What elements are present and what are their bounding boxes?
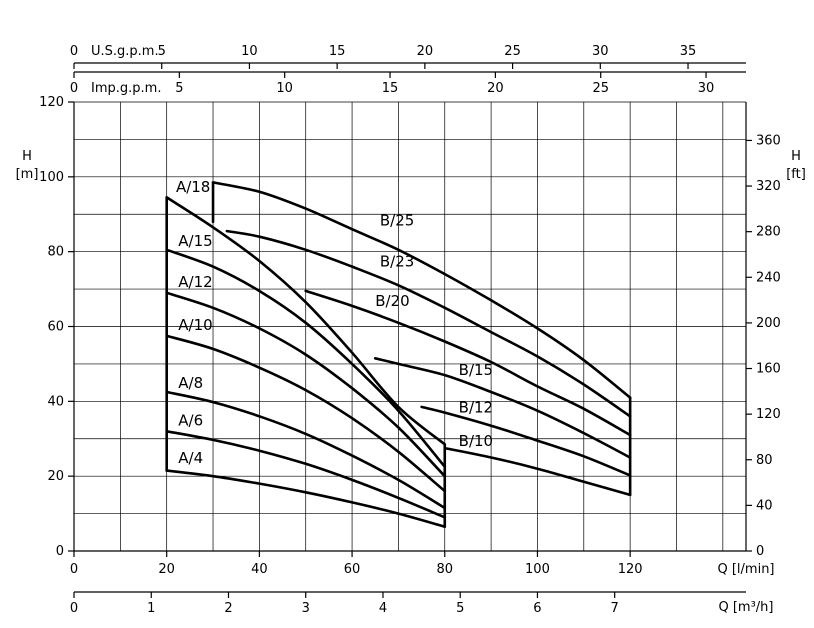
x-usgpm-tick-label: 30 xyxy=(592,44,609,59)
curve-a-12 xyxy=(165,291,447,478)
curve-label-b-23: B/23 xyxy=(380,253,414,271)
curve-label-a-8: A/8 xyxy=(178,374,203,392)
x-impgpm-tick-label: 15 xyxy=(382,81,399,96)
x-tick-label: 120 xyxy=(618,562,643,577)
y-right-tick-label: 0 xyxy=(756,544,764,559)
y-tick-label: 120 xyxy=(39,95,64,110)
y-tick-label: 100 xyxy=(39,170,64,185)
labels: 020406080100120H[m]040801201602002402803… xyxy=(16,44,806,616)
performance-curves xyxy=(165,181,632,528)
y-right-tick-label: 160 xyxy=(756,362,781,377)
curve-b-15 xyxy=(373,357,632,459)
x-usgpm-tick-label: 0 xyxy=(70,44,78,59)
x-m3h-tick-label: 1 xyxy=(147,601,155,616)
x-impgpm-axis-label: Imp.g.p.m. xyxy=(91,81,161,96)
curve-label-b-12: B/12 xyxy=(459,399,493,417)
curve-label-a-6: A/6 xyxy=(178,412,203,430)
y-right-tick-label: 40 xyxy=(756,498,773,513)
curve-label-b-20: B/20 xyxy=(375,292,409,310)
x-m3h-tick-label: 5 xyxy=(456,601,464,616)
x-m3h-tick-label: 3 xyxy=(302,601,310,616)
curve-label-b-25: B/25 xyxy=(380,211,414,229)
curve-a-18 xyxy=(165,196,447,446)
curve-label-a-15: A/15 xyxy=(178,232,212,250)
y-right-tick-label: 200 xyxy=(756,316,781,331)
curve-a-8 xyxy=(165,390,447,510)
y-tick-label: 60 xyxy=(47,320,64,335)
x-tick-label: 100 xyxy=(525,562,550,577)
grid-lines xyxy=(74,101,746,551)
x-tick-label: 60 xyxy=(344,562,361,577)
curve-a-10 xyxy=(165,334,447,493)
curve-b-25 xyxy=(211,181,632,399)
x-impgpm-tick-label: 10 xyxy=(276,81,293,96)
y-right-tick-label: 280 xyxy=(756,225,781,240)
curve-label-a-12: A/12 xyxy=(178,273,212,291)
x-tick-label: 20 xyxy=(158,562,175,577)
y-right-axis-label: H xyxy=(791,149,801,164)
y-right-tick-label: 120 xyxy=(756,407,781,422)
y-right-tick-label: 80 xyxy=(756,453,773,468)
curve-a-4 xyxy=(165,469,447,528)
x-impgpm-tick-label: 25 xyxy=(592,81,609,96)
x-axis-label: Q [l/min] xyxy=(717,562,774,577)
x-impgpm-tick-label: 0 xyxy=(70,81,78,96)
curve-label-a-10: A/10 xyxy=(178,316,212,334)
x-tick-label: 40 xyxy=(251,562,268,577)
x-m3h-tick-label: 2 xyxy=(224,601,232,616)
x-impgpm-tick-label: 5 xyxy=(175,81,183,96)
curve-b-23 xyxy=(225,229,632,418)
x-impgpm-tick-label: 30 xyxy=(698,81,715,96)
x-usgpm-axis-label: U.S.g.p.m. xyxy=(91,44,159,59)
curve-label-b-15: B/15 xyxy=(459,361,493,379)
x-m3h-tick-label: 7 xyxy=(611,601,619,616)
curve-b-20 xyxy=(304,289,632,437)
curve-label-b-10: B/10 xyxy=(459,432,493,450)
curve-a-15 xyxy=(165,248,447,469)
y-tick-label: 80 xyxy=(47,245,64,260)
curve-b-12 xyxy=(420,405,632,477)
curve-label-a-4: A/4 xyxy=(178,449,203,467)
y-axis-unit-label: [m] xyxy=(16,167,39,182)
y-tick-label: 20 xyxy=(47,469,64,484)
curve-b-10 xyxy=(443,446,632,497)
curve-a-6 xyxy=(165,430,447,519)
y-right-tick-label: 360 xyxy=(756,133,781,148)
x-m3h-tick-label: 6 xyxy=(533,601,541,616)
x-usgpm-tick-label: 10 xyxy=(241,44,258,59)
x-m3h-axis-label: Q [m³/h] xyxy=(718,600,773,615)
y-right-tick-label: 240 xyxy=(756,270,781,285)
x-m3h-tick-label: 4 xyxy=(379,601,387,616)
y-axis-label: H xyxy=(22,149,32,164)
x-usgpm-tick-label: 5 xyxy=(158,44,166,59)
x-m3h-tick-label: 0 xyxy=(70,601,78,616)
x-tick-label: 0 xyxy=(70,562,78,577)
x-tick-label: 80 xyxy=(436,562,453,577)
x-impgpm-tick-label: 20 xyxy=(487,81,504,96)
y-tick-label: 40 xyxy=(47,394,64,409)
x-usgpm-tick-label: 25 xyxy=(504,44,521,59)
curve-label-a-18: A/18 xyxy=(176,178,210,196)
y-right-axis-unit-label: [ft] xyxy=(786,167,806,182)
y-tick-label: 0 xyxy=(56,544,64,559)
axes xyxy=(68,62,752,598)
x-usgpm-tick-label: 20 xyxy=(417,44,434,59)
x-usgpm-tick-label: 15 xyxy=(329,44,346,59)
x-usgpm-tick-label: 35 xyxy=(680,44,697,59)
y-right-tick-label: 320 xyxy=(756,179,781,194)
